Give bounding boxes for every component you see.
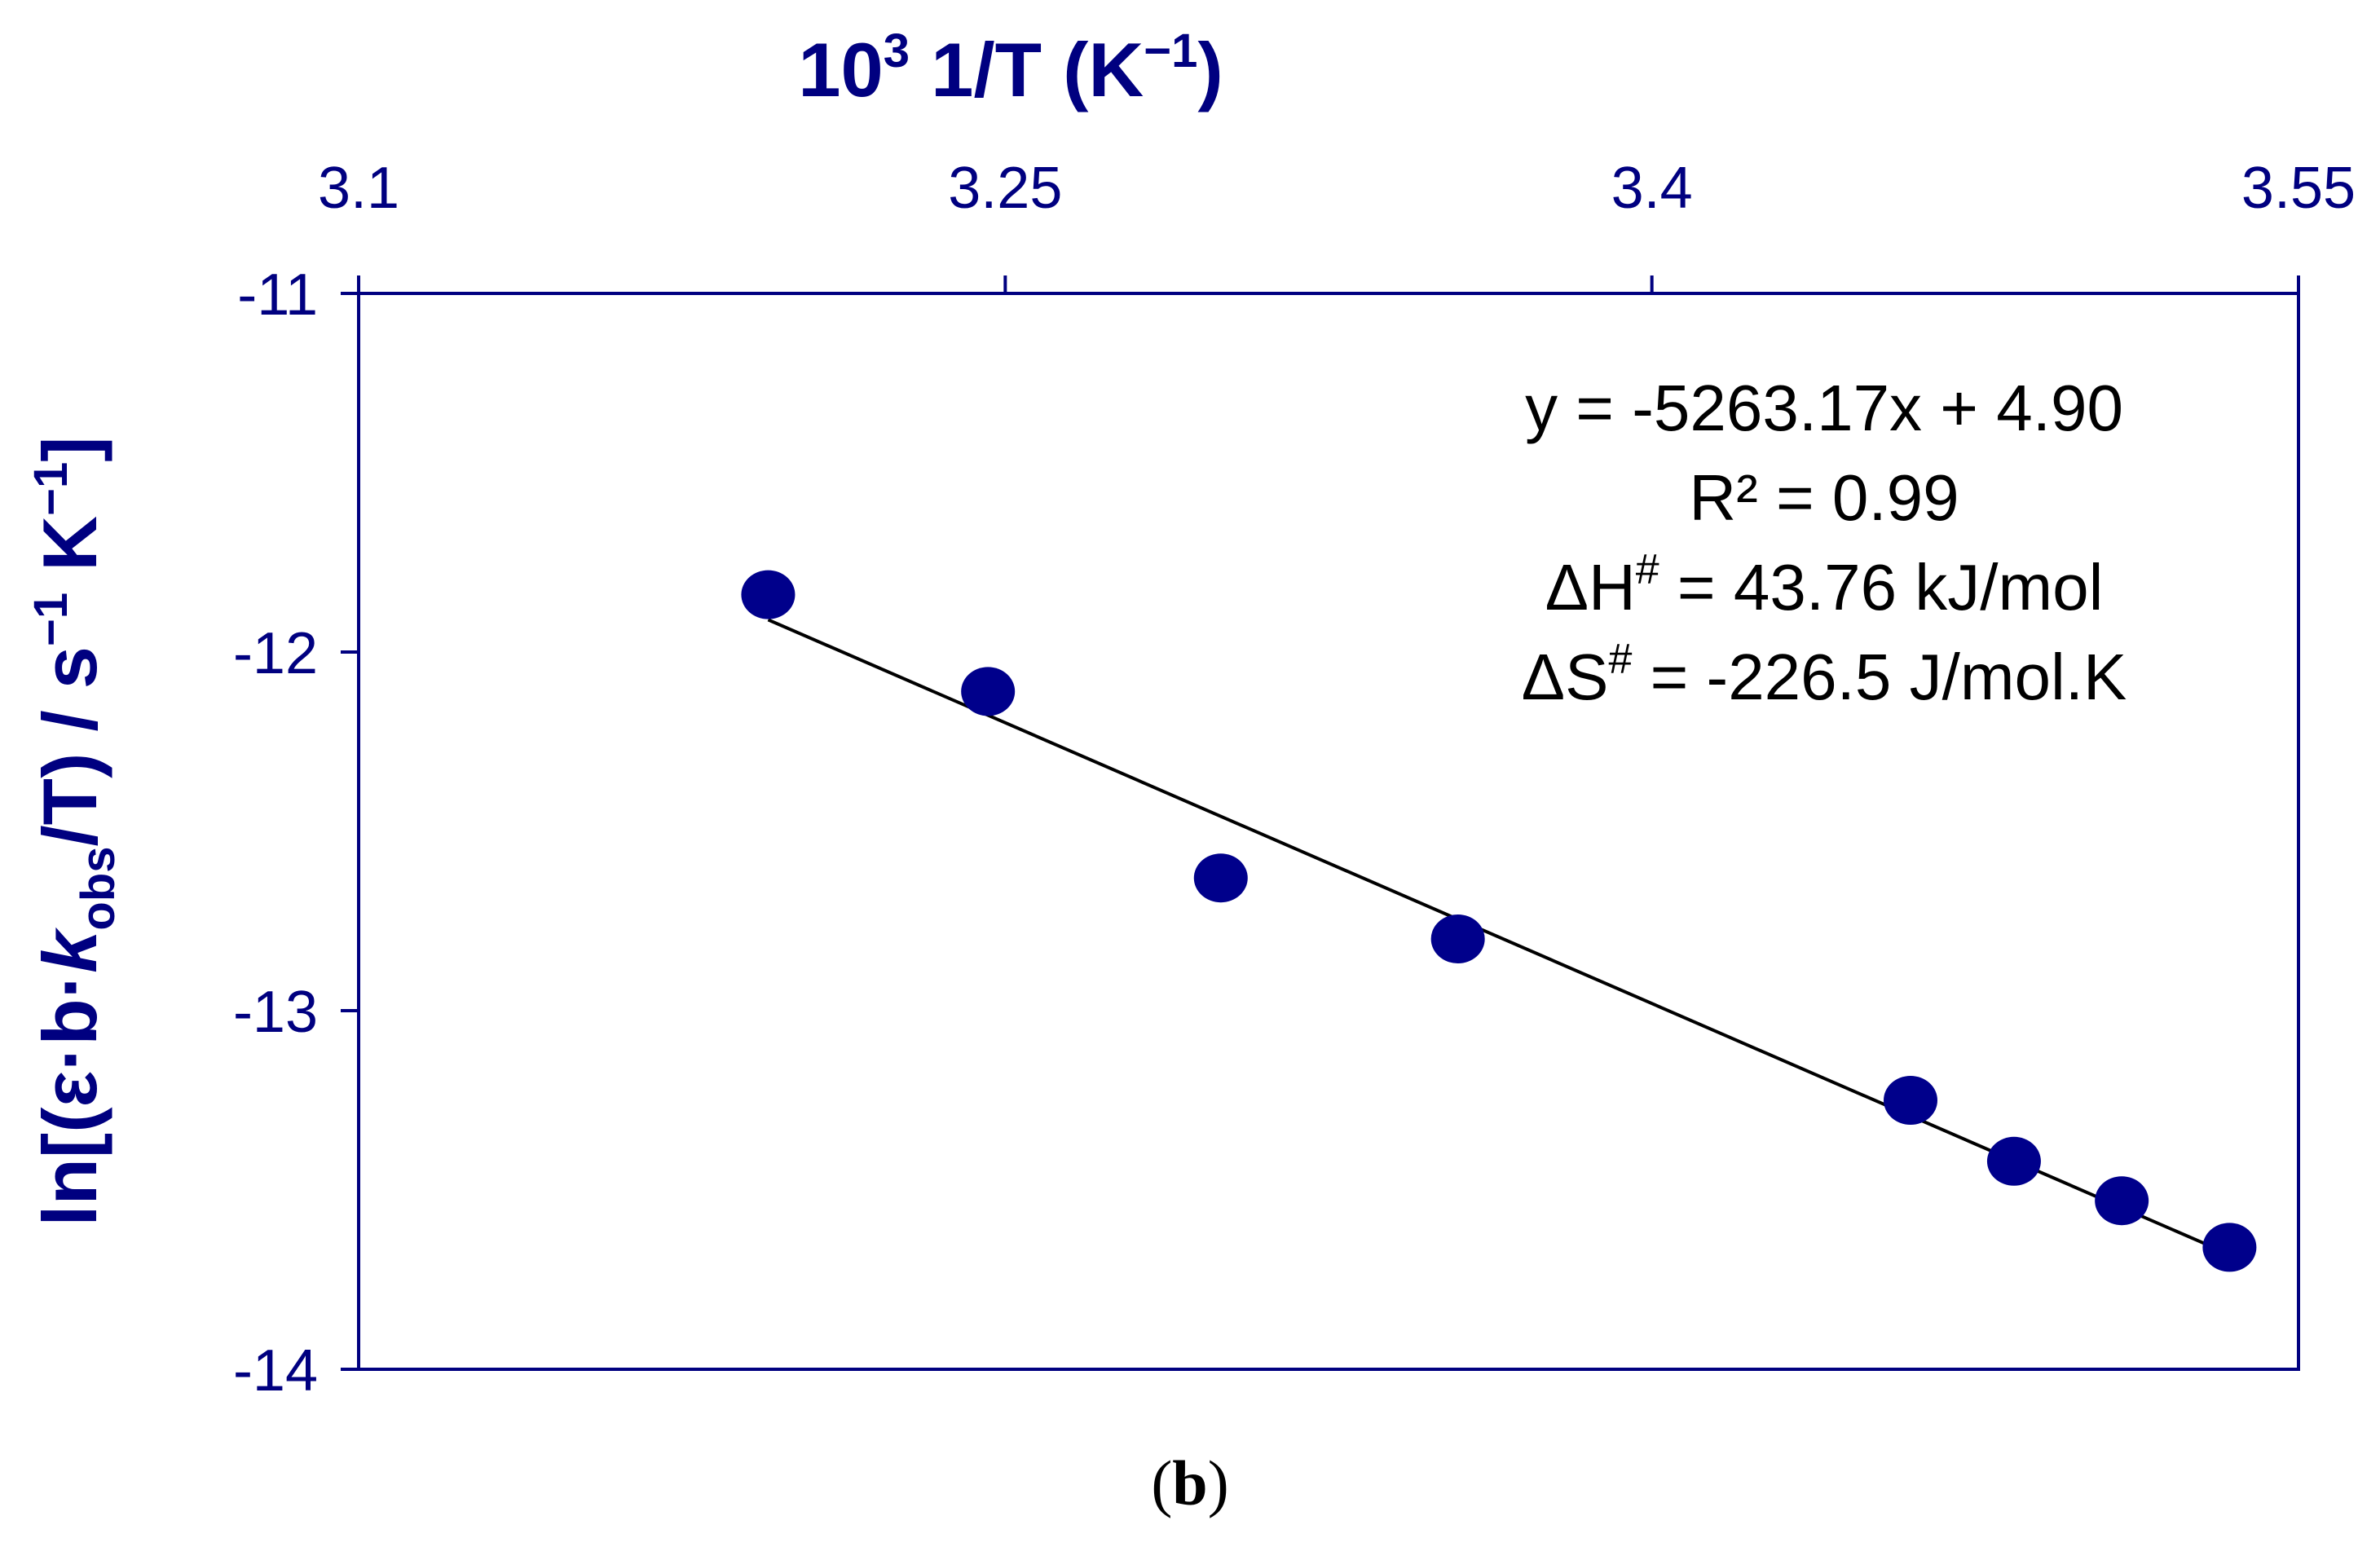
- y-title-k-unit: K: [27, 516, 112, 593]
- data-point: [961, 667, 1016, 716]
- dh-prefix: ΔH: [1545, 551, 1636, 624]
- x-title-sup2: −1: [1144, 24, 1197, 77]
- data-point: [741, 570, 796, 619]
- data-point: [1430, 914, 1485, 963]
- y-tick-label: -13: [233, 980, 318, 1045]
- entropy-of-activation: ΔS# = -226.5 J/mol.K: [1522, 636, 2127, 713]
- caption-letter: b: [1172, 1448, 1208, 1518]
- dh-value: = 43.76 kJ/mol: [1659, 551, 2104, 624]
- r-squared: R² = 0.99: [1689, 461, 1959, 534]
- x-title-base: 10: [798, 27, 884, 112]
- ds-prefix: ΔS: [1522, 641, 1609, 713]
- fit-equation: y = -5263.17x + 4.90: [1525, 372, 2123, 444]
- y-title-k: k: [27, 927, 112, 973]
- data-point: [1193, 853, 1248, 903]
- dh-sup: #: [1636, 546, 1659, 593]
- data-point: [2202, 1223, 2257, 1272]
- x-title-end: ): [1197, 27, 1223, 112]
- x-tick-label: 3.4: [1611, 156, 1693, 221]
- y-axis-title-group: ln[(ε·b·kobs/T) / s−1 K−1]: [24, 436, 125, 1226]
- x-tick-label: 3.25: [948, 156, 1062, 221]
- data-point: [1986, 1136, 2041, 1186]
- ds-sup: #: [1608, 636, 1632, 683]
- x-tick-label: 3.55: [2241, 156, 2356, 221]
- figure-caption: (b): [0, 1447, 2380, 1520]
- y-title-prefix: ln[(ε·b·: [27, 973, 112, 1227]
- y-tick-label: -14: [233, 1338, 318, 1404]
- plot-frame: [357, 292, 2300, 1371]
- y-axis-title: ln[(ε·b·kobs/T) / s−1 K−1]: [24, 436, 125, 1226]
- enthalpy-of-activation: ΔH# = 43.76 kJ/mol: [1545, 546, 2104, 624]
- y-title-mid: /T) / s: [27, 646, 112, 846]
- x-title-sup: 3: [884, 24, 910, 77]
- y-title-obs: obs: [72, 846, 125, 930]
- data-point: [2095, 1176, 2149, 1226]
- data-point: [1884, 1076, 1937, 1125]
- caption-open: (: [1151, 1448, 1173, 1518]
- ds-value: = -226.5 J/mol.K: [1632, 641, 2127, 713]
- x-tick-label: 3.1: [318, 156, 399, 221]
- x-title-mid: 1/T (K: [910, 27, 1144, 112]
- y-tick-label: -12: [233, 621, 318, 686]
- caption-close: ): [1207, 1448, 1229, 1518]
- x-axis-title: 103 1/T (K−1): [798, 24, 1223, 112]
- y-title-end: ]: [27, 436, 112, 461]
- y-title-sup2: −1: [24, 462, 77, 516]
- y-tick-label: -11: [237, 262, 318, 328]
- y-title-sup1: −1: [24, 593, 77, 646]
